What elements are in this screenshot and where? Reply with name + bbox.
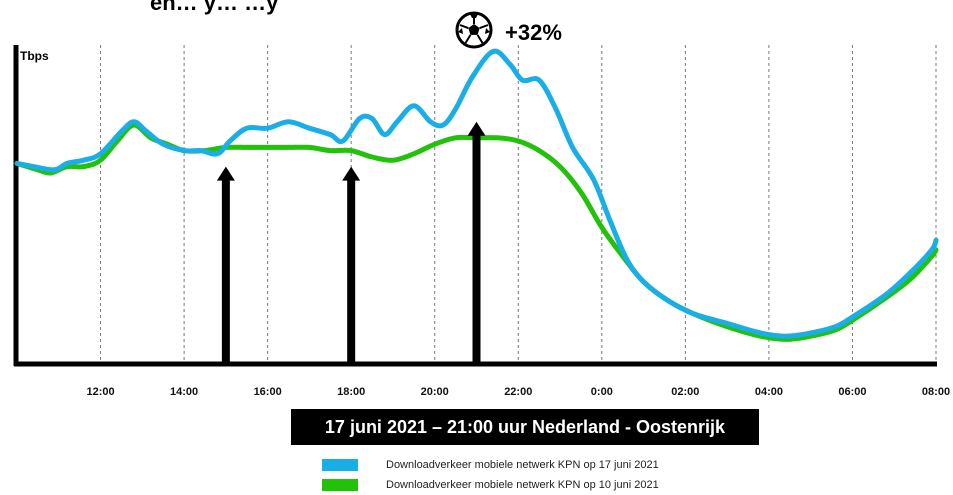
legend-swatch-17-juni: [322, 459, 358, 471]
series-line-17-juni: [14, 48, 939, 339]
x-tick-label: 02:00: [671, 386, 699, 398]
x-tick-label: 22:00: [504, 386, 532, 398]
event-arrow: [342, 166, 361, 366]
x-tick-label: 0:00: [591, 386, 613, 398]
x-tick-label: 16:00: [254, 386, 282, 398]
legend-item-10-juni: Downloadverkeer mobiele netwerk KPN op 1…: [322, 475, 659, 495]
event-banner: 17 juni 2021 – 21:00 uur Nederland - Oos…: [291, 409, 759, 445]
x-tick-label: 08:00: [922, 386, 950, 398]
x-tick-labels: 12:00 14:00 16:00 18:00 20:00 22:00 0:00 02:00 0…: [86, 386, 950, 398]
x-tick-label: 18:00: [337, 386, 365, 398]
clipped-header-text: en… y… …y: [150, 0, 279, 15]
legend-swatch-10-juni: [322, 479, 358, 491]
soccer-ball-icon: [455, 11, 493, 49]
x-tick-label: 14:00: [170, 386, 198, 398]
x-tick-label: 20:00: [421, 386, 449, 398]
y-axis-label: Tbps: [20, 49, 49, 63]
legend: Downloadverkeer mobiele netwerk KPN op 1…: [322, 455, 659, 495]
series-layer: [14, 48, 939, 342]
x-tick-label: 12:00: [86, 386, 114, 398]
event-arrow: [216, 166, 235, 366]
event-arrows: [216, 121, 486, 366]
increase-annotation: +32%: [505, 20, 562, 45]
legend-label-17-juni: Downloadverkeer mobiele netwerk KPN op 1…: [386, 459, 659, 471]
legend-label-10-juni: Downloadverkeer mobiele netwerk KPN op 1…: [386, 479, 659, 491]
x-tick-label: 04:00: [755, 386, 783, 398]
legend-item-17-juni: Downloadverkeer mobiele netwerk KPN op 1…: [322, 455, 659, 475]
event-arrow: [467, 121, 486, 366]
x-tick-label: 06:00: [838, 386, 866, 398]
